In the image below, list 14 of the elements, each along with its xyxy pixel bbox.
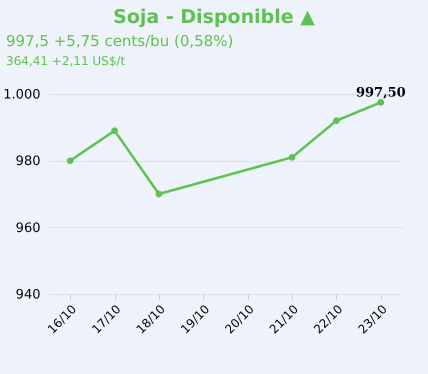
point <box>66 157 74 164</box>
y-tick-label: 1.000 <box>3 88 40 102</box>
point <box>333 117 340 124</box>
point <box>156 190 162 198</box>
text: 364,41 +2,11 US$/t <box>6 54 126 68</box>
chart-subtitle: 997,5 +5,75 cents/bu (0,58%) <box>6 32 234 50</box>
data-label: 997,50 <box>356 85 406 100</box>
point <box>377 98 384 106</box>
chart-title: Soja - Disponible ▲ <box>112 6 316 28</box>
y-tick-label: 960 <box>16 220 40 236</box>
point <box>111 127 118 134</box>
point <box>288 154 296 161</box>
y-tick-label: 980 <box>16 154 40 170</box>
y-tick-label: 940 <box>16 288 40 302</box>
